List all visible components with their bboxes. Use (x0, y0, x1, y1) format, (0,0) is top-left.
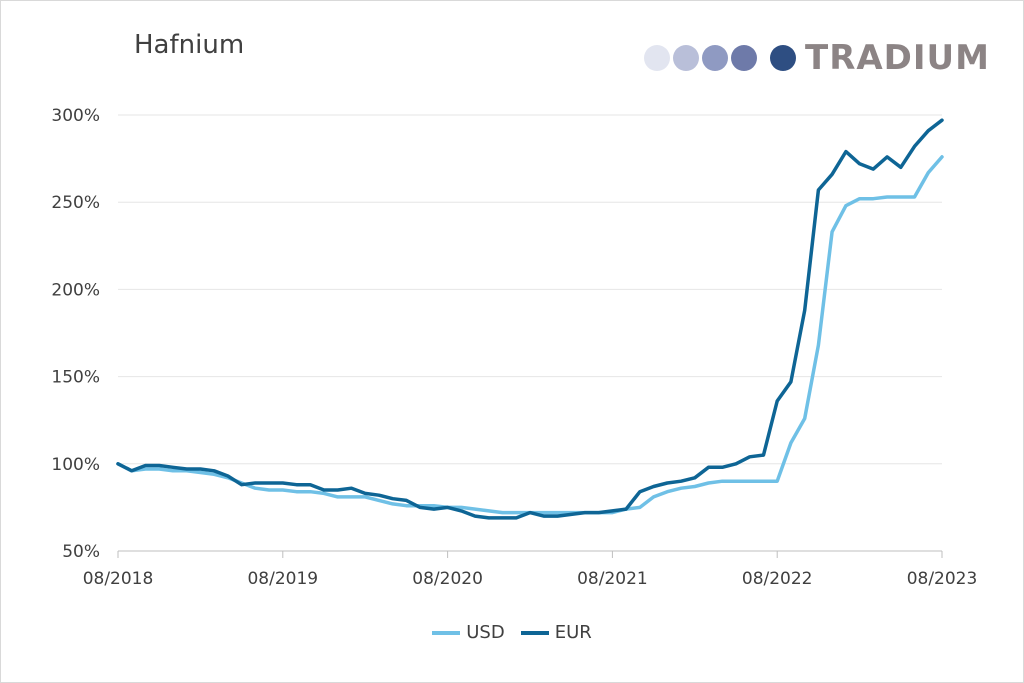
legend-item-eur: EUR (520, 622, 592, 643)
logo-dot-5 (770, 45, 796, 71)
x-tick-label: 08/2018 (83, 569, 154, 589)
x-tick-label: 08/2021 (577, 569, 648, 589)
gridlines (118, 114, 942, 465)
legend: USD EUR (0, 622, 1024, 643)
y-tick-label: 250% (51, 193, 100, 213)
legend-item-usd: USD (432, 622, 505, 643)
series-lines (116, 118, 944, 520)
y-tick-label: 150% (51, 368, 100, 388)
y-tick-label: 200% (51, 280, 100, 300)
y-tick-label: 50% (62, 542, 100, 562)
x-tick-label: 08/2022 (742, 569, 813, 589)
x-tick-label: 08/2019 (247, 569, 318, 589)
y-tick-label: 300% (51, 106, 100, 126)
y-tick-label: 100% (51, 455, 100, 475)
y-axis-ticks: 50% 100% 150% 200% 250% 300% (51, 106, 100, 562)
logo-dot-1 (644, 45, 670, 71)
logo-dot-3 (702, 45, 728, 71)
logo-dot-4 (731, 45, 757, 71)
chart-title: Hafnium (134, 30, 245, 60)
series-line-eur (116, 118, 944, 520)
legend-label-usd: USD (466, 622, 505, 643)
logo-dot-2 (673, 45, 699, 71)
series-line-usd (116, 155, 944, 515)
legend-swatch-usd (432, 630, 461, 635)
x-tick-label: 08/2020 (412, 569, 483, 589)
legend-swatch-eur (520, 630, 549, 635)
x-axis: 08/2018 08/2019 08/2020 08/2021 08/2022 08/20… (83, 550, 978, 589)
tradium-logo: TRADIUM (644, 38, 990, 78)
x-tick-label: 08/2023 (907, 569, 978, 589)
legend-label-eur: EUR (554, 622, 592, 643)
logo-wordmark: TRADIUM (805, 38, 991, 78)
